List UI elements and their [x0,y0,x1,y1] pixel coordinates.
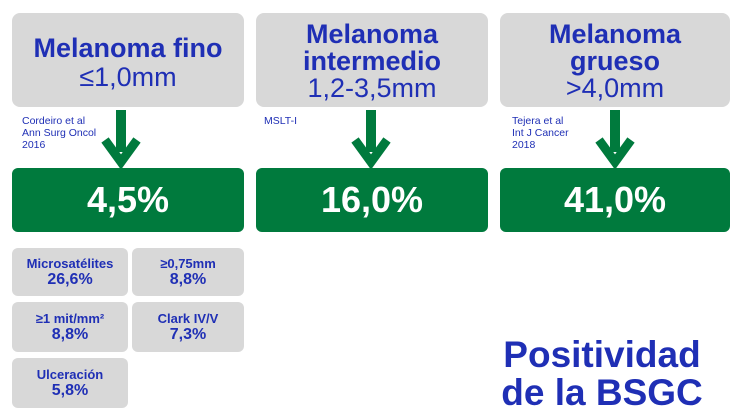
factor-box-clark: Clark IV/V 7,3% [132,302,244,352]
category-box-thin: Melanoma fino ≤1,0mm [12,13,244,107]
arrow-down-icon [351,110,391,168]
citation-intermediate: MSLT-I [264,115,297,127]
factor-value: 8,8% [51,325,89,343]
arrow-down-icon [595,110,635,168]
factor-label: ≥0,75mm [160,255,216,271]
citation-line: 2016 [22,139,46,151]
factor-label: ≥1 mit/mm² [35,310,105,326]
positivity-value-thick: 41,0% [500,168,730,232]
main-title: Positividad de la BSGC [478,336,726,412]
factor-label: Microsatélites [26,255,114,271]
factor-label: Clark IV/V [157,310,219,326]
factor-label: Ulceración [36,366,104,382]
positivity-value-thin: 4,5% [12,168,244,232]
citation-line: Int J Cancer [512,127,569,139]
category-box-intermediate: Melanoma intermedio 1,2-3,5mm [256,13,488,107]
category-title: Melanoma [548,19,682,49]
category-title-line2: grueso [569,46,661,76]
factor-box-mitoses: ≥1 mit/mm² 8,8% [12,302,128,352]
factor-value: 8,8% [169,270,207,288]
citation-line: 2018 [512,139,536,151]
category-title-line2: intermedio [302,46,442,76]
positivity-value-intermediate: 16,0% [256,168,488,232]
factor-box-ulceration: Ulceración 5,8% [12,358,128,408]
citation-thick: Tejera et al Int J Cancer 2018 [512,115,569,151]
category-title: Melanoma fino [33,33,223,63]
main-title-line: Positividad [503,334,701,375]
category-title: Melanoma [305,19,439,49]
factor-box-thickness: ≥0,75mm 8,8% [132,248,244,296]
main-title-line: de la BSGC [501,372,703,413]
factor-value: 26,6% [47,270,93,288]
citation-line: Ann Surg Oncol [22,127,97,139]
factor-value: 7,3% [169,325,207,343]
category-size: 1,2-3,5mm [307,73,437,103]
factor-value: 5,8% [51,381,89,399]
factor-box-microsatellites: Microsatélites 26,6% [12,248,128,296]
category-size: ≤1,0mm [79,62,177,92]
arrow-down-icon [101,110,141,168]
citation-line: Tejera et al [512,115,564,127]
citation-line: MSLT-I [264,115,298,127]
citation-line: Cordeiro et al [22,115,86,127]
category-box-thick: Melanoma grueso >4,0mm [500,13,730,107]
citation-thin: Cordeiro et al Ann Surg Oncol 2016 [22,115,96,151]
category-size: >4,0mm [565,73,665,103]
